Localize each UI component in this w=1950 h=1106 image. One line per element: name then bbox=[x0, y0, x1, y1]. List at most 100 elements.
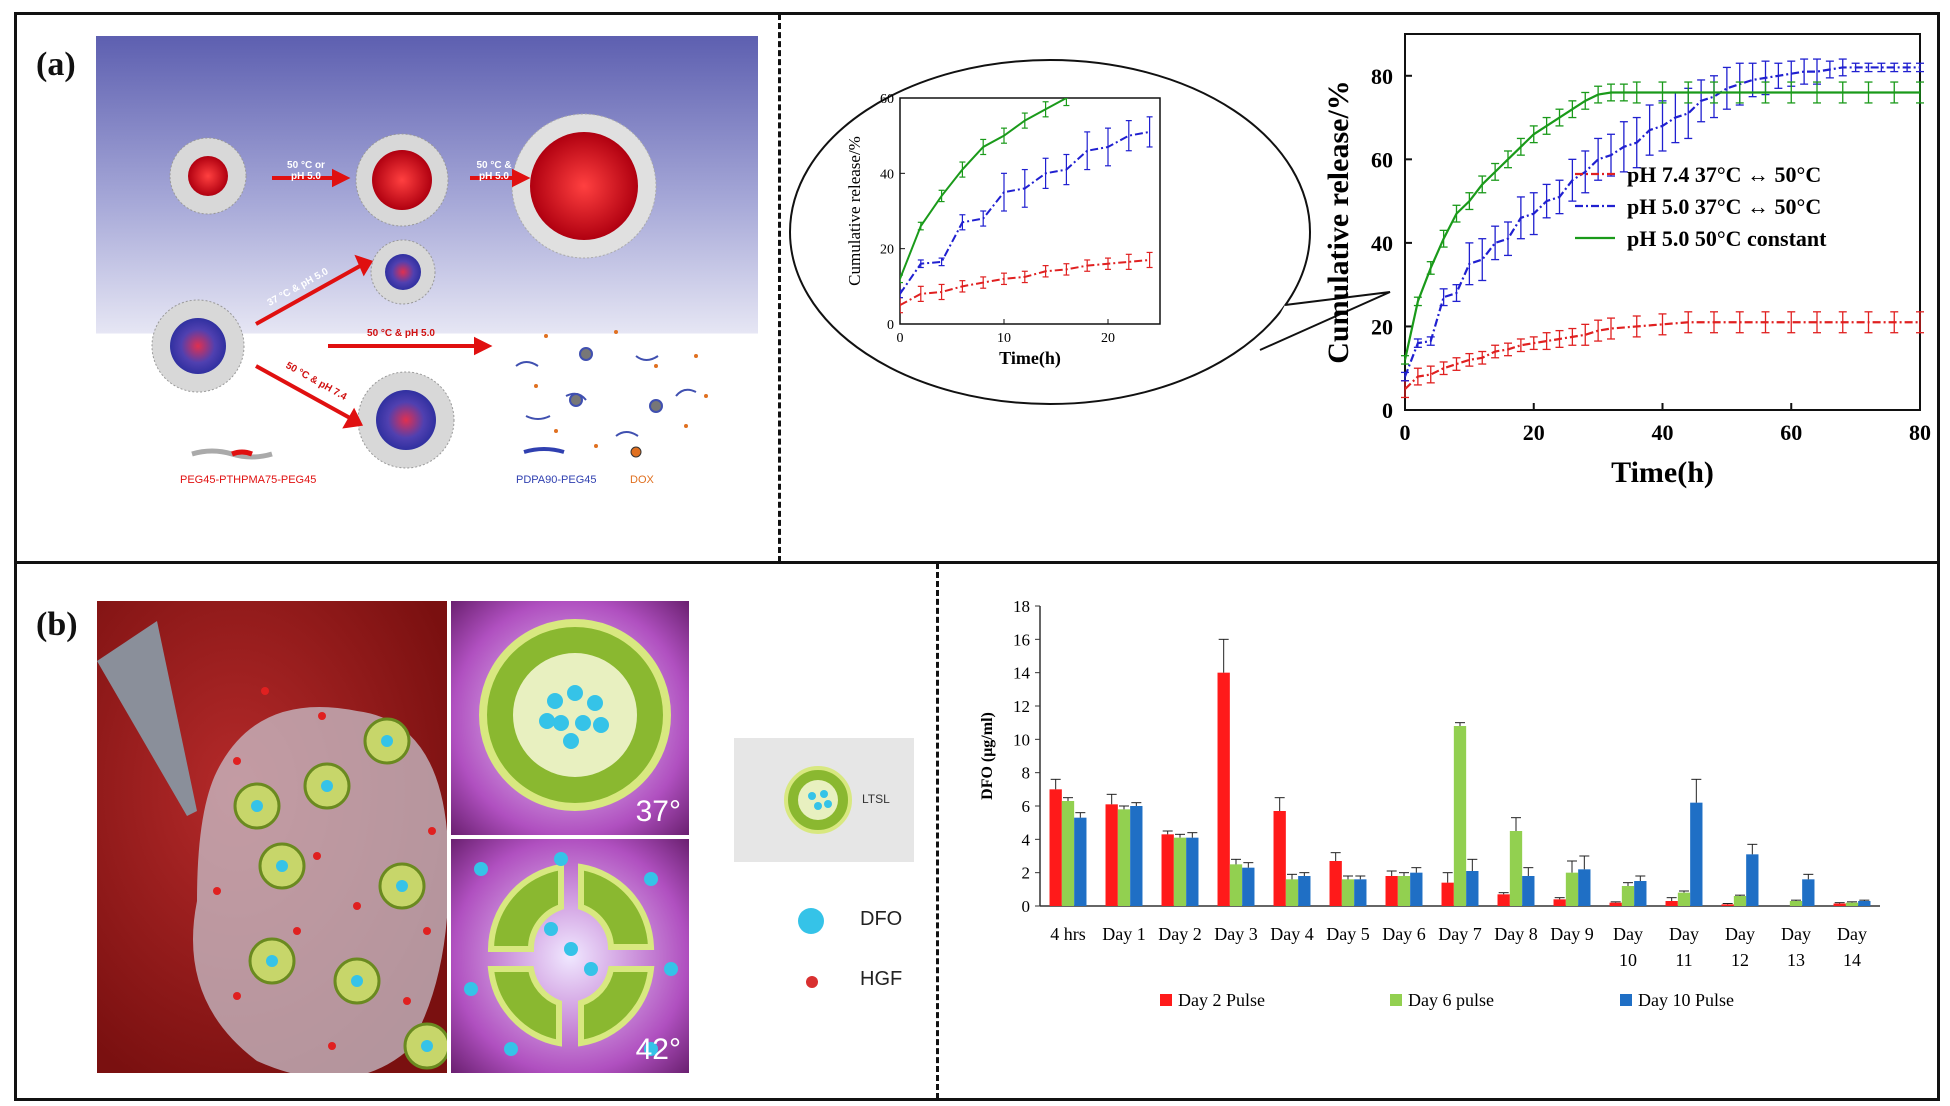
bar-legend-swatch bbox=[1390, 994, 1402, 1006]
bar-1 bbox=[1453, 726, 1467, 906]
inset-y-tick-label: 20 bbox=[880, 243, 894, 258]
main-y-axis-label: Cumulative release/% bbox=[1322, 80, 1355, 364]
bar-2 bbox=[1578, 869, 1591, 906]
bar-1 bbox=[1509, 831, 1523, 906]
inset-bubble-pointer bbox=[1259, 291, 1391, 351]
liposome-37-graphics bbox=[479, 619, 671, 811]
legend-pdpa-peg: PDPA90-PEG45 bbox=[516, 474, 597, 486]
arrow-label-2: 50 °C & pH 5.0 bbox=[476, 160, 512, 182]
panel-b-frame bbox=[14, 561, 1940, 1101]
bar-0 bbox=[1497, 894, 1510, 906]
bar-1 bbox=[1117, 809, 1131, 906]
bar-y-tick-label: 8 bbox=[1022, 764, 1031, 783]
bar-2 bbox=[1634, 881, 1647, 906]
micelle-medium bbox=[355, 133, 449, 227]
bar-1 bbox=[1733, 896, 1747, 906]
bar-2 bbox=[1354, 879, 1367, 906]
main-y-tick-label: 60 bbox=[1371, 147, 1393, 172]
micelle-mixed-left bbox=[151, 299, 245, 393]
bar-legend-swatch bbox=[1620, 994, 1632, 1006]
bar-1 bbox=[1621, 886, 1635, 906]
inset-y-axis-label: Cumulative release/% bbox=[845, 136, 864, 286]
bar-y-axis-label: DFO (μg/ml) bbox=[979, 712, 996, 800]
main-legend-entry: pH 5.0 50°C constant bbox=[1627, 226, 1827, 251]
ltsl-label: LTSL bbox=[862, 792, 890, 806]
bar-0 bbox=[1833, 903, 1846, 906]
bar-0 bbox=[1273, 811, 1286, 906]
inset-y-tick-label: 40 bbox=[880, 167, 894, 182]
micelle-scheme: 50 °C or pH 5.0 50 °C & pH 5.0 37 °C & p… bbox=[96, 36, 758, 516]
bar-2 bbox=[1242, 867, 1255, 906]
polymer-legend-graphics bbox=[191, 446, 642, 460]
bar-2 bbox=[1690, 802, 1703, 906]
inset-x-axis-label: Time(h) bbox=[999, 348, 1061, 369]
bar-y-tick-label: 6 bbox=[1022, 797, 1031, 816]
bar-category-label: Day 3 bbox=[1214, 924, 1258, 944]
micelle-small bbox=[169, 137, 247, 215]
inset-series-2 bbox=[900, 98, 1070, 284]
panel-label-b: (b) bbox=[36, 606, 78, 643]
bar-legend-swatch bbox=[1160, 994, 1172, 1006]
bar-category-label: Day 7 bbox=[1438, 924, 1482, 944]
main-legend-entry: pH 7.4 37°C ↔ 50°C bbox=[1627, 162, 1821, 187]
bar-2 bbox=[1802, 879, 1815, 906]
bar-y-tick-label: 18 bbox=[1013, 597, 1030, 616]
bar-1 bbox=[1173, 837, 1187, 906]
arrow-label-4: 50 °C & pH 5.0 bbox=[367, 328, 435, 339]
legend-peg-pthpma: PEG45-PTHPMA75-PEG45 bbox=[180, 474, 317, 486]
bar-1 bbox=[1565, 872, 1579, 906]
bar-2 bbox=[1746, 854, 1759, 906]
bar-category-label-line2: 13 bbox=[1787, 950, 1805, 970]
main-series-line bbox=[1403, 91, 1920, 361]
legend-dox: DOX bbox=[630, 474, 654, 486]
panel-a-divider bbox=[778, 14, 781, 562]
bar-2 bbox=[1074, 817, 1087, 906]
main-y-tick-label: 0 bbox=[1382, 398, 1393, 423]
bar-2 bbox=[1410, 872, 1423, 906]
bar-0 bbox=[1161, 834, 1174, 906]
bar-category-label: Day bbox=[1837, 924, 1867, 944]
micelle-large bbox=[511, 113, 657, 259]
dfo-bar-chart: 0 2 4 6 8 10 12 14 16 18 DFO (μg/ml) 4 hrs Day 1 Day … bbox=[979, 597, 1880, 1010]
temp-label-42: 42° bbox=[635, 1033, 681, 1066]
liposome-42: 42° bbox=[451, 839, 689, 1073]
reaction-arrows bbox=[255, 168, 531, 429]
bar-1 bbox=[1677, 892, 1691, 906]
bar-0 bbox=[1385, 876, 1398, 906]
legend-dfo-label: DFO bbox=[860, 908, 903, 930]
bar-2 bbox=[1466, 871, 1479, 906]
bar-y-tick-label: 0 bbox=[1022, 897, 1031, 916]
micelle-mixed-bottom bbox=[357, 371, 455, 469]
micelle-mixed-top bbox=[370, 239, 436, 305]
inset-x-tick-label: 0 bbox=[897, 331, 904, 346]
bar-2 bbox=[1522, 876, 1535, 906]
arrow-label-1: 50 °C or pH 5.0 bbox=[287, 160, 325, 182]
main-x-tick-label: 20 bbox=[1523, 420, 1545, 445]
inset-plot-frame bbox=[899, 97, 1161, 325]
main-y-tick-label: 20 bbox=[1371, 314, 1393, 339]
bar-1 bbox=[1845, 902, 1859, 906]
main-x-tick-label: 80 bbox=[1909, 420, 1931, 445]
bar-legend-entry: Day 2 Pulse bbox=[1178, 990, 1265, 1010]
main-series-1 bbox=[1401, 58, 1924, 382]
bar-category-label: Day bbox=[1781, 924, 1811, 944]
dfo-legend-dot bbox=[798, 908, 824, 934]
bar-1 bbox=[1061, 801, 1075, 906]
dox-dots bbox=[534, 330, 708, 448]
main-series-line bbox=[1404, 321, 1920, 390]
bar-0 bbox=[1105, 804, 1118, 906]
main-x-tick-label: 0 bbox=[1400, 420, 1411, 445]
bar-0 bbox=[1665, 901, 1678, 906]
main-y-tick-label: 80 bbox=[1371, 64, 1393, 89]
main-x-tick-label: 60 bbox=[1780, 420, 1802, 445]
bar-y-tick-label: 2 bbox=[1022, 864, 1031, 883]
bar-y-tick-label: 4 bbox=[1022, 830, 1031, 849]
bar-category-label: Day 4 bbox=[1270, 924, 1314, 944]
hgf-legend-dot bbox=[806, 976, 818, 988]
bar-0 bbox=[1217, 672, 1230, 906]
released-polymers bbox=[515, 347, 697, 437]
inset-x-tick-label: 20 bbox=[1101, 331, 1115, 346]
bar-2 bbox=[1130, 806, 1143, 906]
bar-1 bbox=[1229, 864, 1243, 906]
main-series-0 bbox=[1401, 311, 1924, 399]
